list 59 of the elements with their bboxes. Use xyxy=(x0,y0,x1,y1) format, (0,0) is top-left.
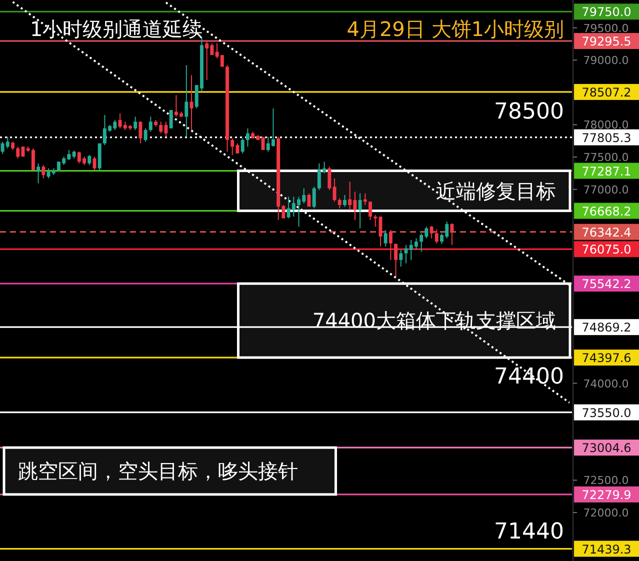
candlestick xyxy=(430,226,434,239)
ref-line-label: 76668.2 xyxy=(582,204,632,218)
text: 1小时级别通道延续 xyxy=(30,17,203,41)
ref-line-label: 73004.6 xyxy=(582,441,632,456)
ref-line-label: 76342.4 xyxy=(582,225,632,240)
candlestick xyxy=(388,230,392,260)
candlestick xyxy=(450,222,454,246)
ref-line-label: 74397.6 xyxy=(582,351,632,366)
candlestick xyxy=(240,138,244,154)
candlestick xyxy=(399,249,403,268)
candlestick xyxy=(169,110,173,129)
candlestick xyxy=(190,74,194,131)
y-tick-label: 74000.0 xyxy=(583,377,629,390)
candlestick xyxy=(338,198,342,209)
ref-line-label: 71439.3 xyxy=(582,542,632,556)
annotation: 74400 xyxy=(494,364,564,390)
text: 4月29日 大饼1小时级别 xyxy=(346,17,564,41)
annotation: 78500 xyxy=(494,99,564,124)
candlestick xyxy=(246,128,250,148)
candlestick xyxy=(134,116,138,131)
candlestick xyxy=(261,136,265,151)
candlestick xyxy=(144,128,148,142)
y-tick-label: 72000.0 xyxy=(583,506,629,520)
band-label: 跳空区间，空头目标，哆头接针 xyxy=(18,459,298,484)
y-tick-label: 77500.0 xyxy=(583,151,629,164)
ref-line-label: 76075.0 xyxy=(582,242,632,257)
ref-line-label: 78507.2 xyxy=(582,85,632,100)
ref-line-label: 74869.2 xyxy=(582,320,632,335)
candlestick xyxy=(434,228,438,244)
y-tick-label: 72500.0 xyxy=(583,474,629,488)
y-tick-label: 79000.0 xyxy=(583,54,629,68)
y-tick-label: 78000.0 xyxy=(583,118,629,132)
band-label: 近端修复目标 xyxy=(436,178,556,203)
candlestick xyxy=(92,156,96,170)
ref-line-label: 77805.3 xyxy=(582,130,632,145)
y-tick-label: 77000.0 xyxy=(583,183,629,196)
y-tick-label: 79500.0 xyxy=(583,22,629,35)
candlestick xyxy=(42,164,46,179)
ref-line-label: 79295.5 xyxy=(582,34,632,49)
annotation: 71440 xyxy=(494,520,564,545)
candlestick xyxy=(394,242,398,278)
candlestick xyxy=(358,192,362,229)
candlestick xyxy=(184,64,188,138)
candlestick xyxy=(36,162,40,184)
ref-line-label: 73550.0 xyxy=(582,406,632,420)
candlestick xyxy=(332,178,336,202)
candlestick xyxy=(138,121,142,144)
candlestick xyxy=(328,166,332,191)
candlestick xyxy=(307,192,311,208)
candlestick xyxy=(88,154,92,166)
candlestick xyxy=(148,116,152,132)
candlestick xyxy=(312,186,316,209)
candlestick xyxy=(384,230,388,248)
ref-line-label: 72279.9 xyxy=(582,488,632,502)
candlestick xyxy=(342,194,346,208)
ref-line-label: 77287.1 xyxy=(582,164,632,178)
ref-line-label: 75542.2 xyxy=(582,277,632,292)
candlestick xyxy=(368,201,372,221)
ref-line-label: 79750.0 xyxy=(582,5,632,20)
